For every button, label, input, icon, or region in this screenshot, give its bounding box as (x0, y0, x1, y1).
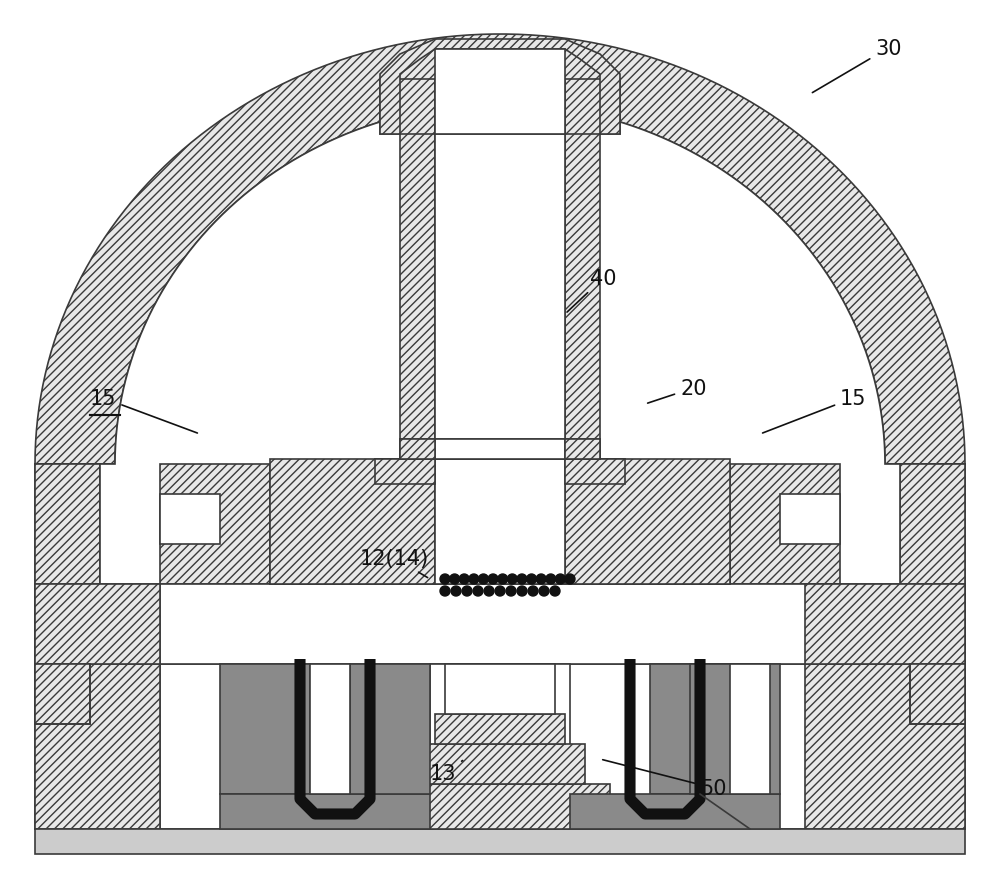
Polygon shape (35, 829, 965, 854)
Polygon shape (160, 664, 840, 829)
Polygon shape (415, 744, 585, 784)
Polygon shape (35, 664, 965, 829)
Polygon shape (375, 460, 625, 485)
Polygon shape (35, 585, 160, 664)
Text: 13: 13 (430, 761, 463, 783)
Text: 30: 30 (812, 39, 902, 94)
Polygon shape (730, 664, 770, 794)
Circle shape (506, 586, 516, 596)
Polygon shape (565, 130, 600, 460)
Text: 50: 50 (603, 760, 726, 798)
Polygon shape (435, 80, 565, 135)
Polygon shape (565, 460, 730, 585)
Polygon shape (380, 80, 620, 135)
Polygon shape (220, 664, 310, 794)
Circle shape (462, 586, 472, 596)
Circle shape (536, 574, 546, 585)
Circle shape (498, 574, 508, 585)
Polygon shape (35, 465, 100, 664)
Polygon shape (35, 35, 965, 664)
Polygon shape (310, 664, 350, 794)
Polygon shape (35, 585, 965, 664)
Polygon shape (270, 460, 435, 585)
Polygon shape (650, 664, 730, 794)
Polygon shape (435, 440, 565, 460)
Circle shape (528, 586, 538, 596)
Polygon shape (400, 440, 600, 460)
Circle shape (469, 574, 479, 585)
Polygon shape (565, 460, 625, 485)
Circle shape (539, 586, 549, 596)
Text: 40: 40 (567, 269, 616, 313)
Circle shape (440, 586, 450, 596)
Polygon shape (565, 440, 600, 460)
Text: 20: 20 (648, 378, 706, 404)
Polygon shape (435, 460, 565, 585)
Polygon shape (35, 664, 160, 829)
Polygon shape (100, 105, 900, 664)
Circle shape (555, 574, 565, 585)
Text: 12(14): 12(14) (360, 548, 429, 578)
Polygon shape (220, 794, 430, 829)
Polygon shape (380, 40, 620, 135)
Polygon shape (340, 485, 660, 514)
Circle shape (440, 574, 450, 585)
Polygon shape (805, 585, 965, 664)
Circle shape (478, 574, 488, 585)
Polygon shape (160, 494, 220, 544)
Circle shape (517, 574, 527, 585)
Polygon shape (400, 440, 435, 460)
Polygon shape (305, 514, 695, 544)
Polygon shape (350, 664, 430, 794)
Circle shape (507, 574, 517, 585)
Circle shape (550, 586, 560, 596)
Polygon shape (445, 664, 555, 714)
Circle shape (495, 586, 505, 596)
Polygon shape (375, 460, 435, 485)
Polygon shape (435, 714, 565, 744)
Polygon shape (160, 465, 270, 585)
Circle shape (484, 586, 494, 596)
Circle shape (473, 586, 483, 596)
Polygon shape (900, 465, 965, 664)
Polygon shape (805, 664, 965, 829)
Circle shape (488, 574, 498, 585)
Polygon shape (435, 130, 565, 460)
Text: 15: 15 (763, 389, 866, 434)
Polygon shape (35, 664, 90, 724)
Polygon shape (390, 784, 610, 829)
Polygon shape (430, 664, 570, 829)
Polygon shape (570, 794, 780, 829)
Circle shape (517, 586, 527, 596)
Polygon shape (160, 585, 840, 664)
Polygon shape (780, 494, 840, 544)
Polygon shape (730, 465, 840, 585)
Circle shape (527, 574, 537, 585)
Polygon shape (270, 544, 730, 585)
Circle shape (459, 574, 469, 585)
Text: 15: 15 (90, 389, 197, 434)
Polygon shape (910, 664, 965, 724)
Circle shape (450, 574, 460, 585)
Polygon shape (400, 130, 435, 460)
Circle shape (546, 574, 556, 585)
Circle shape (565, 574, 575, 585)
Polygon shape (690, 664, 780, 794)
Circle shape (451, 586, 461, 596)
Polygon shape (435, 50, 565, 135)
